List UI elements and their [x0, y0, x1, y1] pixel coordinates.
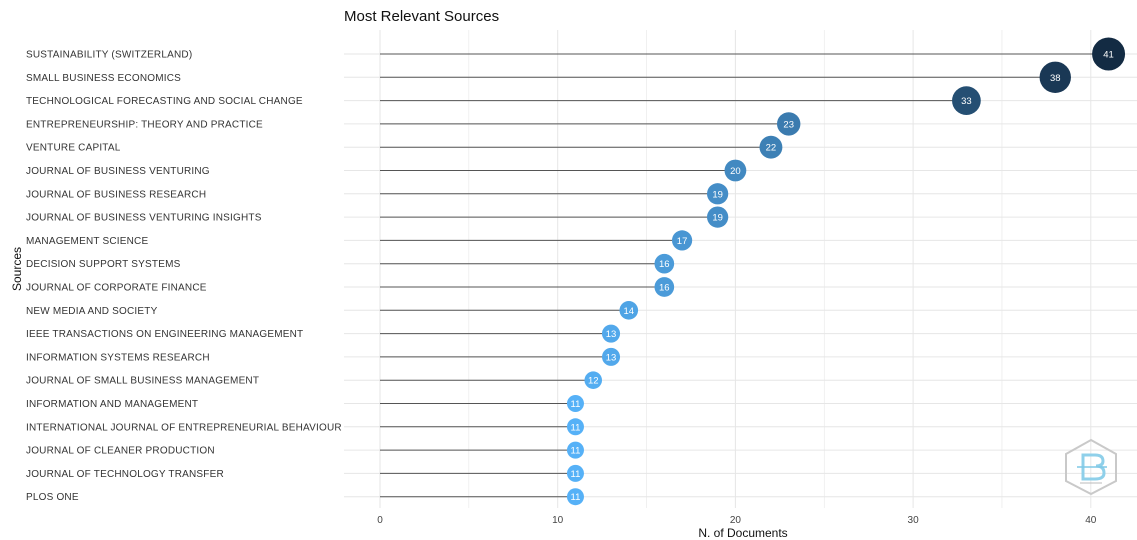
- category-label: NEW MEDIA AND SOCIETY: [26, 306, 158, 317]
- data-label: 16: [659, 259, 670, 270]
- chart-title: Most Relevant Sources: [344, 8, 499, 25]
- category-label: ENTREPRENEURSHIP: THEORY AND PRACTICE: [26, 119, 263, 130]
- lollipop-dot: [1039, 61, 1071, 93]
- bibliometrix-hexagon-logo-icon: [1065, 438, 1117, 496]
- data-label: 19: [712, 189, 723, 200]
- lollipop-dot: [566, 395, 584, 412]
- lollipop-dot: [724, 159, 747, 182]
- lollipop-dot: [952, 86, 981, 115]
- category-label: IEEE TRANSACTIONS ON ENGINEERING MANAGEM…: [26, 329, 303, 340]
- data-label: 41: [1103, 50, 1114, 61]
- data-label: 20: [730, 166, 741, 177]
- lollipop-dot: [566, 464, 584, 482]
- lollipop-dot: [584, 371, 603, 389]
- lollipop-dot: [566, 441, 584, 459]
- category-label: JOURNAL OF SMALL BUSINESS MANAGEMENT: [26, 376, 259, 387]
- category-label: JOURNAL OF CORPORATE FINANCE: [26, 283, 207, 294]
- category-label: DECISION SUPPORT SYSTEMS: [26, 259, 181, 270]
- lollipop-dot: [759, 135, 783, 159]
- x-tick-label: 0: [377, 515, 383, 526]
- data-label: 11: [571, 446, 581, 457]
- x-tick-label: 20: [730, 515, 742, 526]
- lollipop-dot: [566, 418, 584, 436]
- category-label: SMALL BUSINESS ECONOMICS: [26, 73, 181, 84]
- grid-lines: [344, 30, 1137, 508]
- data-label: 38: [1050, 73, 1061, 84]
- data-label: 11: [571, 399, 581, 410]
- x-tick-label: 10: [552, 515, 564, 526]
- data-label: 11: [571, 469, 581, 480]
- category-label: INFORMATION SYSTEMS RESEARCH: [26, 352, 210, 363]
- lollipop-dots: 41 38 33 23 22 20 19 19 17 16 16 14 13 13 12 11 11 11 11 11: [566, 37, 1126, 506]
- category-label: JOURNAL OF BUSINESS VENTURING INSIGHTS: [26, 213, 262, 224]
- lollipop-dot: [619, 301, 639, 320]
- x-tick-label: 40: [1085, 515, 1097, 526]
- lollipop-dot: [566, 488, 584, 506]
- category-label: VENTURE CAPITAL: [26, 143, 121, 154]
- category-label: SUSTAINABILITY (SWITZERLAND): [26, 50, 192, 61]
- x-tick-labels: 0 10 20 30 40: [377, 515, 1097, 526]
- data-label: 22: [766, 143, 777, 154]
- category-label: INTERNATIONAL JOURNAL OF ENTREPRENEURIAL…: [26, 422, 342, 433]
- data-label: 23: [783, 119, 794, 130]
- lollipop-dot: [706, 206, 729, 228]
- category-label: JOURNAL OF BUSINESS RESEARCH: [26, 189, 206, 200]
- category-label: INFORMATION AND MANAGEMENT: [26, 399, 198, 410]
- category-label: TECHNOLOGICAL FORECASTING AND SOCIAL CHA…: [26, 96, 303, 107]
- data-label: 14: [623, 306, 634, 317]
- data-label: 19: [712, 213, 723, 224]
- lollipop-dot: [777, 112, 801, 136]
- lollipop-stems: [380, 53, 1109, 498]
- data-label: 13: [606, 329, 617, 340]
- x-tick-label: 30: [908, 515, 920, 526]
- data-label: 11: [571, 422, 581, 433]
- lollipop-dot: [706, 183, 729, 205]
- lollipop-dot: [671, 230, 693, 251]
- category-label: PLOS ONE: [26, 492, 79, 503]
- lollipop-dot: [1092, 37, 1126, 71]
- lollipop-dot: [654, 253, 675, 274]
- lollipop-dot: [654, 277, 675, 297]
- category-label: JOURNAL OF TECHNOLOGY TRANSFER: [26, 469, 224, 480]
- data-label: 33: [961, 96, 972, 107]
- data-label: 12: [588, 376, 599, 387]
- category-label: JOURNAL OF CLEANER PRODUCTION: [26, 446, 215, 457]
- category-label: MANAGEMENT SCIENCE: [26, 236, 148, 247]
- data-label: 13: [606, 352, 617, 363]
- data-label: 11: [571, 492, 581, 503]
- lollipop-dot: [601, 324, 621, 343]
- y-axis-label: Sources: [10, 247, 24, 291]
- lollipop-dot: [601, 347, 621, 366]
- category-labels: SUSTAINABILITY (SWITZERLAND) SMALL BUSINE…: [26, 50, 342, 504]
- x-axis-label: N. of Documents: [698, 526, 787, 540]
- category-label: JOURNAL OF BUSINESS VENTURING: [26, 166, 210, 177]
- data-label: 16: [659, 283, 670, 294]
- data-label: 17: [677, 236, 688, 247]
